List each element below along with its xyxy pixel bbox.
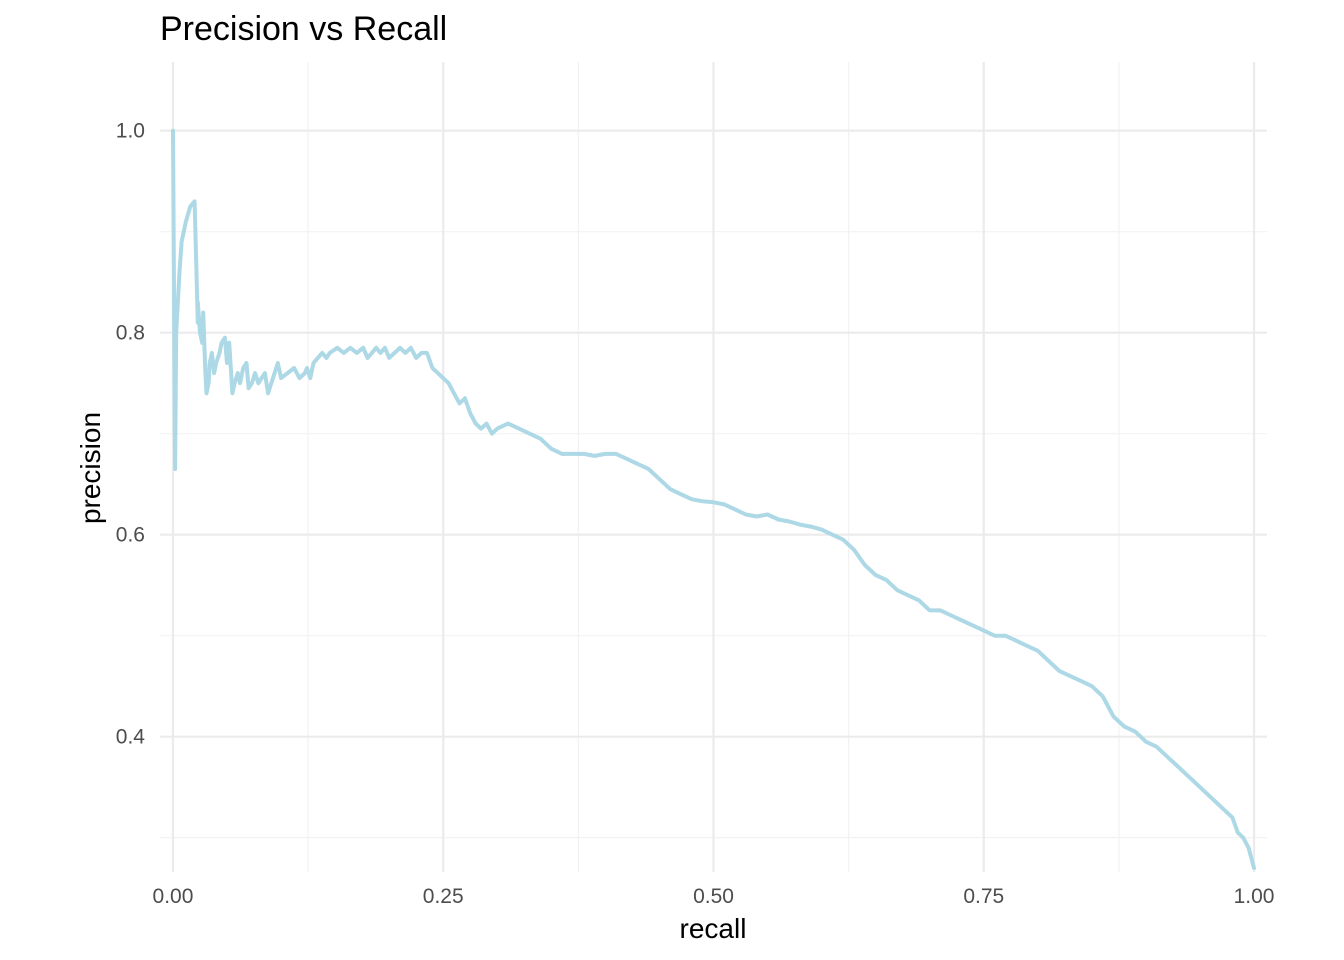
x-tick-label: 0.25 [423, 885, 464, 908]
y-tick-label: 0.6 [116, 524, 145, 547]
chart-title: Precision vs Recall [160, 10, 447, 48]
tick-labels: 0.00 0.25 0.50 0.75 1.00 0.4 0.6 0.8 1.0 [116, 120, 1275, 908]
precision-recall-line [171, 128, 1256, 870]
grid [160, 62, 1267, 872]
x-tick-label: 0.75 [963, 885, 1004, 908]
series-layer [171, 128, 1256, 870]
x-tick-label: 0.50 [693, 885, 734, 908]
y-tick-label: 0.8 [116, 322, 145, 345]
x-tick-label: 0.00 [153, 885, 194, 908]
x-axis-label: recall [680, 913, 747, 944]
y-axis-label: precision [75, 412, 106, 524]
y-tick-label: 1.0 [116, 120, 145, 143]
x-tick-label: 1.00 [1234, 885, 1275, 908]
y-tick-label: 0.4 [116, 726, 146, 749]
